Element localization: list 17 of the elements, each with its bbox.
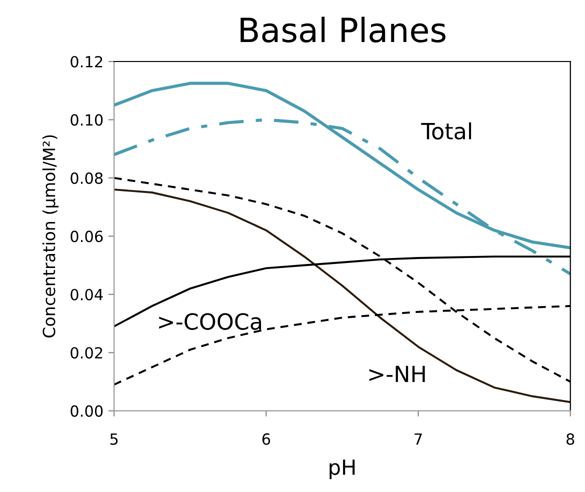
y-axis-title: Concentration (µmol/M²) <box>42 135 59 338</box>
y-tick-label: 0.04 <box>70 288 103 300</box>
x-tick-label: 8 <box>566 433 574 445</box>
annotation: Total <box>421 122 472 140</box>
y-tick-label: 0.10 <box>70 114 103 126</box>
y-tick-label: 0.02 <box>70 347 102 359</box>
x-tick-label: 7 <box>414 434 422 445</box>
y-tick-label: 0.12 <box>70 56 102 68</box>
x-tick-label: 6 <box>262 433 270 445</box>
annotation: >-NH <box>369 366 425 382</box>
annotation: >-COOCa <box>159 313 262 330</box>
x-axis-title: pH <box>330 460 355 480</box>
y-tick-label: 0.00 <box>70 405 103 417</box>
chart-title: Basal Planes <box>240 16 446 43</box>
y-tick-label: 0.06 <box>70 230 103 242</box>
y-tick-label: 0.08 <box>70 172 103 184</box>
x-tick-label: 5 <box>110 434 118 445</box>
